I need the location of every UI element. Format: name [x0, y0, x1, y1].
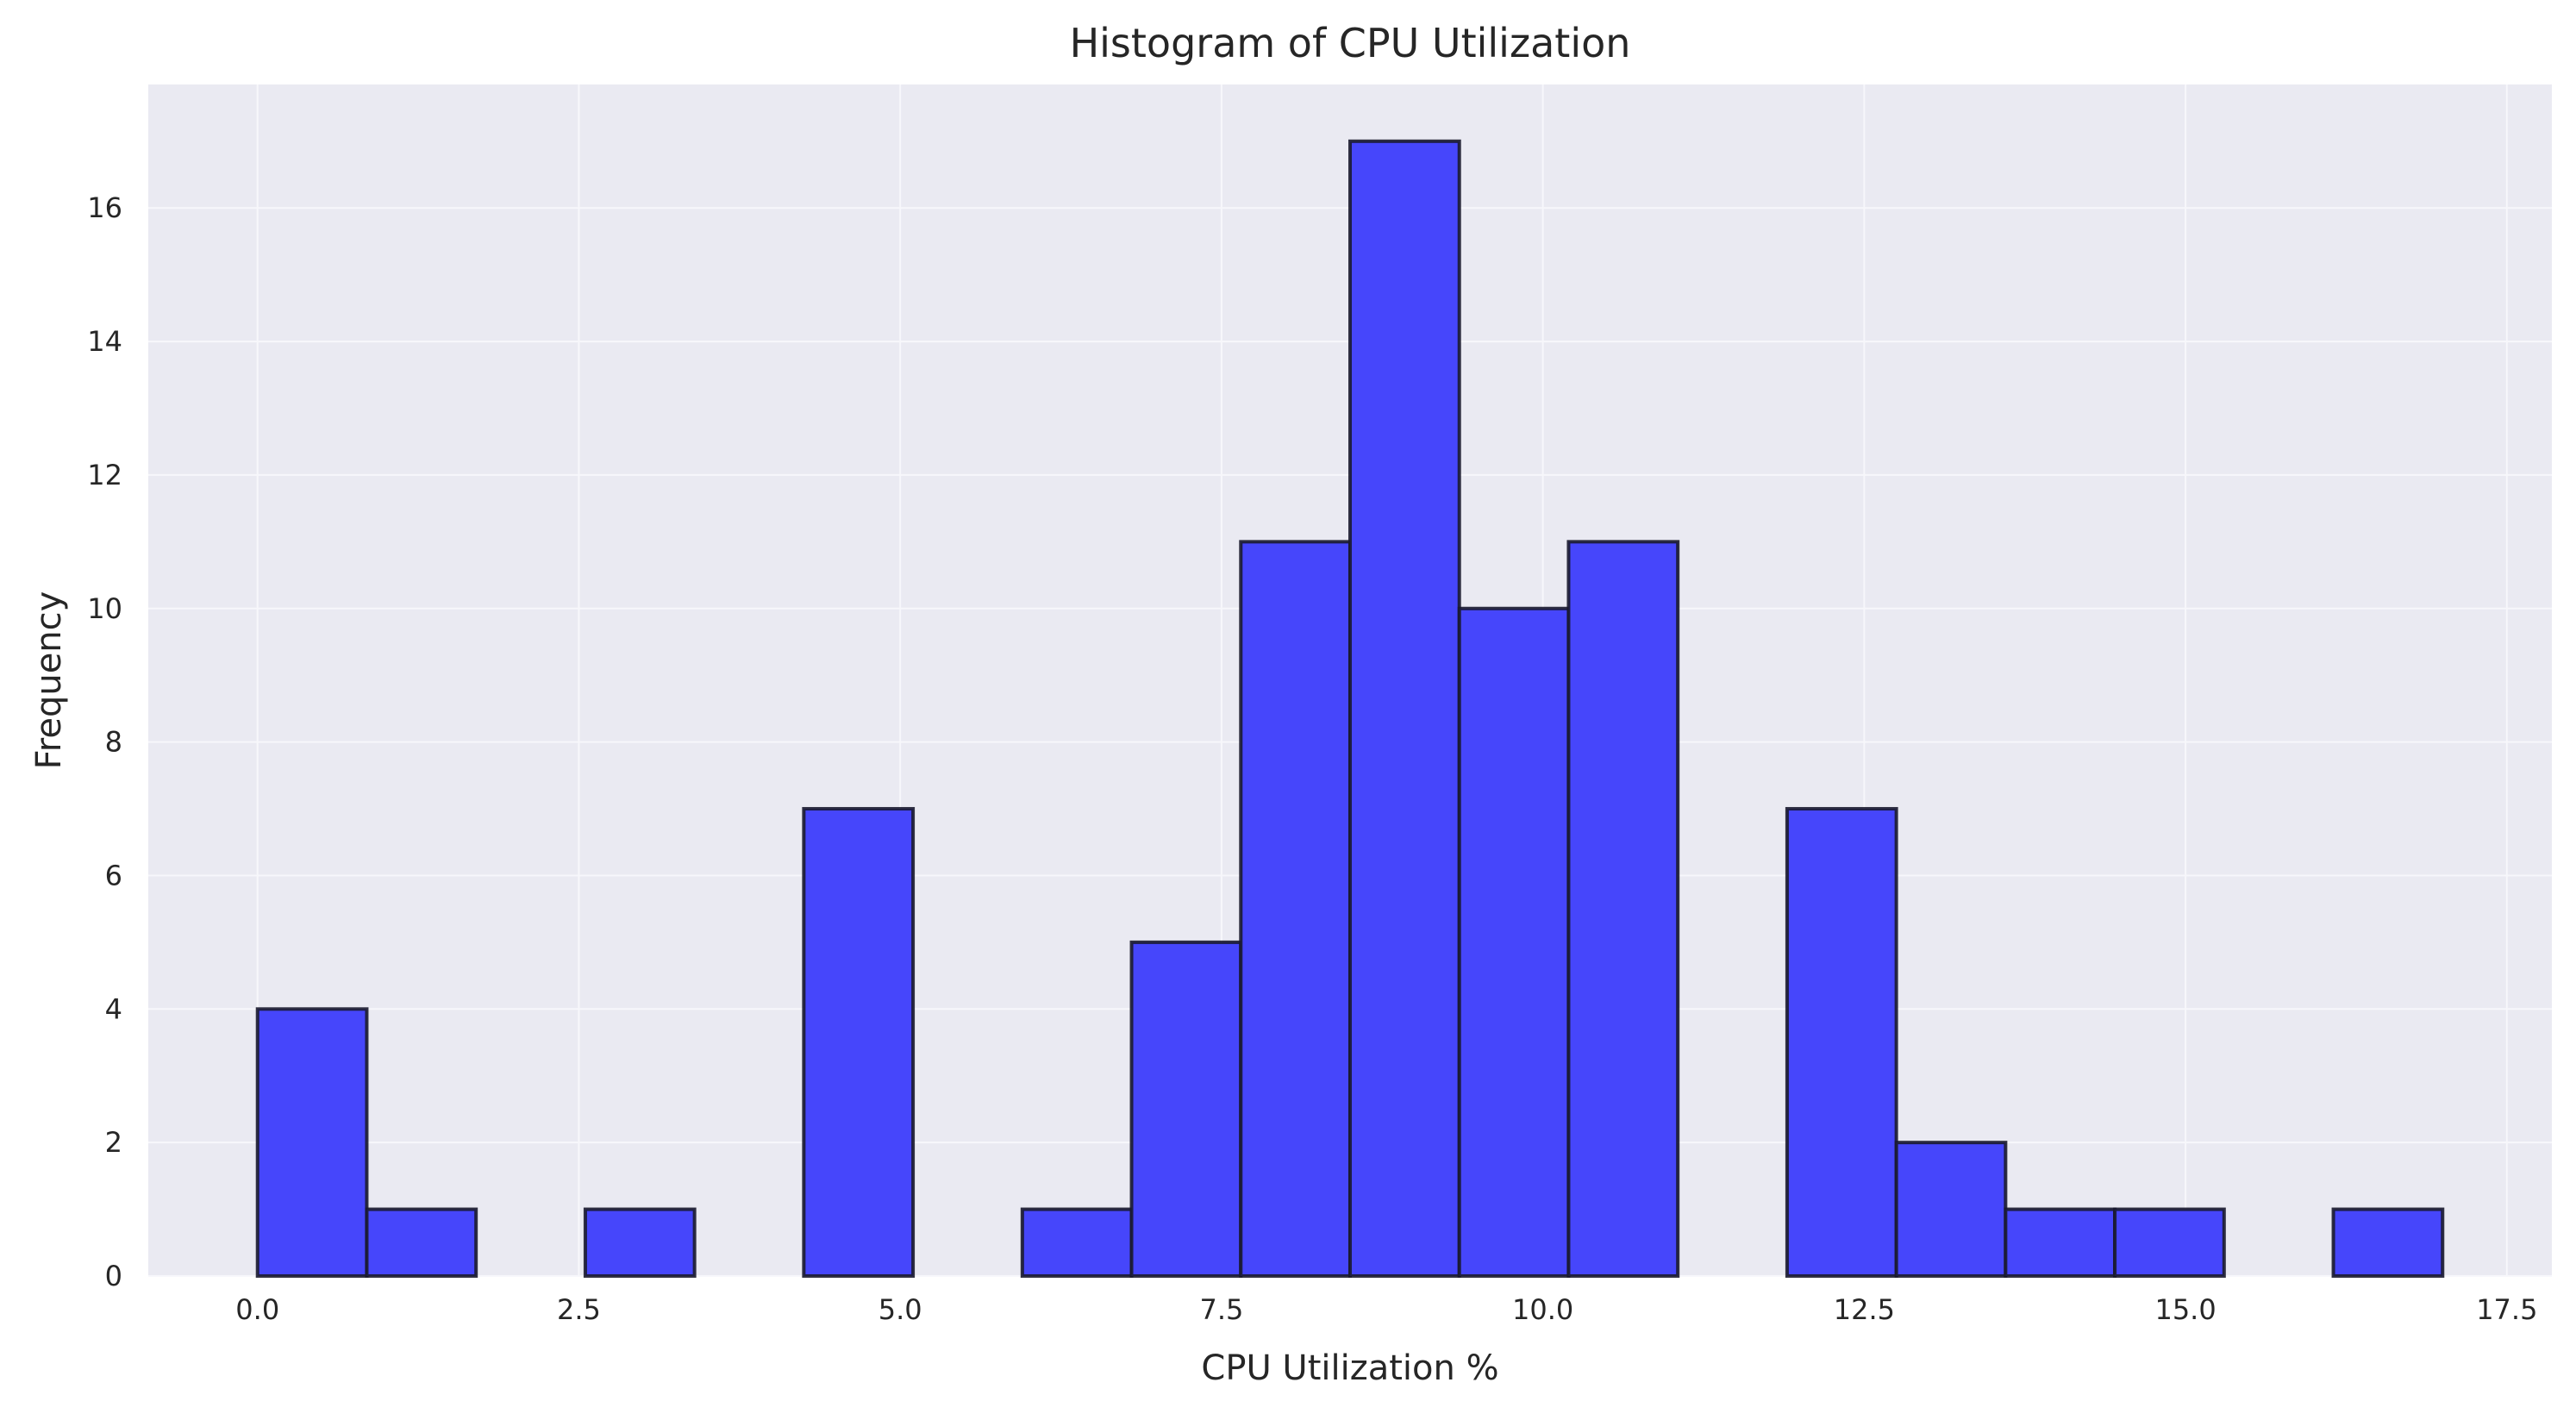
- histogram-bars: [255, 139, 2445, 1278]
- y-tick-label: 4: [105, 992, 122, 1025]
- x-tick-label: 2.5: [557, 1293, 601, 1326]
- x-tick-label: 17.5: [2476, 1293, 2537, 1326]
- y-tick-label: 14: [87, 325, 122, 358]
- histogram-bar: [1020, 1207, 1134, 1278]
- y-tick-label: 10: [87, 592, 122, 625]
- x-tick-label: 12.5: [1834, 1293, 1895, 1326]
- chart-title: Histogram of CPU Utilization: [1070, 20, 1631, 66]
- y-tick-label: 16: [87, 191, 122, 224]
- y-tick-label: 12: [87, 459, 122, 491]
- histogram-bar: [1785, 807, 1898, 1278]
- histogram-bar: [2004, 1207, 2117, 1278]
- x-tick-label: 5.0: [878, 1293, 922, 1326]
- y-axis-ticks: 0 2 4 6 8 10 12 14 16: [87, 191, 122, 1292]
- y-tick-label: 2: [105, 1126, 122, 1159]
- x-axis-ticks: 0.0 2.5 5.0 7.5 10.0 12.5 15.0 17.5: [235, 1293, 2537, 1326]
- y-tick-label: 0: [105, 1260, 122, 1292]
- histogram-bar: [802, 807, 916, 1278]
- histogram-bar: [1239, 540, 1352, 1278]
- x-tick-label: 7.5: [1199, 1293, 1243, 1326]
- histogram-bar: [1894, 1141, 2008, 1278]
- histogram-bar: [1348, 139, 1461, 1278]
- histogram-bar: [583, 1207, 697, 1278]
- x-tick-label: 10.0: [1512, 1293, 1573, 1326]
- histogram-bar: [255, 1007, 369, 1278]
- y-axis-label: Frequency: [29, 591, 69, 770]
- y-tick-label: 6: [105, 859, 122, 891]
- histogram-bar: [1129, 940, 1243, 1278]
- x-axis-label: CPU Utilization %: [1201, 1348, 1498, 1388]
- x-tick-label: 15.0: [2154, 1293, 2216, 1326]
- histogram-bar: [1566, 540, 1680, 1278]
- y-tick-label: 8: [105, 726, 122, 759]
- histogram-bar: [2331, 1207, 2445, 1278]
- x-tick-label: 0.0: [235, 1293, 279, 1326]
- histogram-bar: [1457, 606, 1571, 1278]
- histogram-bar: [365, 1207, 478, 1278]
- histogram-bar: [2113, 1207, 2226, 1278]
